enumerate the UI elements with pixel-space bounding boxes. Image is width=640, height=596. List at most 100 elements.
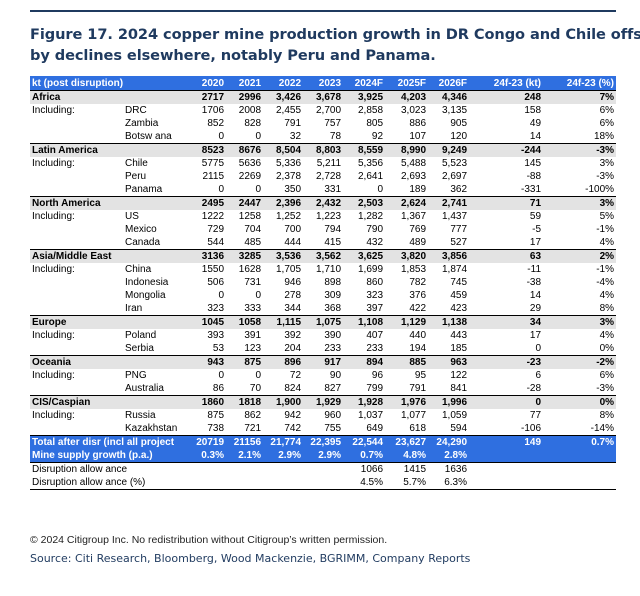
value-cell: 0% (543, 342, 617, 356)
value-cell: 149 (469, 435, 544, 449)
value-cell: 3,925 (343, 90, 386, 104)
including-label (30, 130, 123, 144)
value-cell: 1,928 (343, 395, 386, 409)
value-cell: 0.7% (543, 435, 617, 449)
country-name: DRC (123, 104, 190, 117)
value-cell: 0 (189, 130, 227, 144)
header-cell: 24f-23 (kt) (469, 76, 544, 91)
country-row: Indonesia 506 731 946 898 860 782 745 -38 -4% (30, 276, 617, 289)
value-cell: 946 (263, 276, 304, 289)
value-cell (469, 476, 544, 490)
value-cell: 963 (428, 355, 470, 369)
value-cell: 738 (189, 422, 227, 436)
value-cell: 1706 (189, 104, 227, 117)
value-cell: 5775 (189, 157, 227, 170)
country-name: Panama (123, 183, 190, 197)
value-cell: 323 (189, 302, 227, 316)
value-cell: 862 (226, 409, 264, 422)
value-cell: 1415 (385, 462, 429, 476)
title-line-2: by declines elsewhere, notably Peru and … (30, 47, 436, 64)
including-label: Including: (30, 329, 123, 342)
value-cell: 6% (543, 369, 617, 382)
value-cell (263, 462, 304, 476)
total-row: Total after disr (incl all project 20719 2… (30, 435, 617, 449)
value-cell: 189 (385, 183, 429, 197)
value-cell: 3% (543, 157, 617, 170)
value-cell: 3,536 (263, 249, 304, 263)
value-cell: 1,900 (263, 395, 304, 409)
value-cell: 32 (263, 130, 304, 144)
country-name: Canada (123, 236, 190, 250)
country-name: Indonesia (123, 276, 190, 289)
value-cell: 649 (343, 422, 386, 436)
value-cell: 731 (226, 276, 264, 289)
region-name: North America (30, 196, 190, 210)
country-row: Including: Russia 875 862 942 960 1,037 1,077 1,… (30, 409, 617, 422)
region-name: CIS/Caspian (30, 395, 190, 409)
value-cell: 459 (428, 289, 470, 302)
value-cell: 123 (226, 342, 264, 356)
value-cell: 49 (469, 117, 544, 130)
value-cell: 6 (469, 369, 544, 382)
value-cell: 5,211 (303, 157, 344, 170)
row-label: Disruption allow ance (30, 462, 190, 476)
value-cell: 3,562 (303, 249, 344, 263)
header-cell: 2020 (189, 76, 227, 91)
country-row: Including: DRC 1706 2008 2,455 2,700 2,858 3,02… (30, 104, 617, 117)
value-cell: 1,282 (343, 210, 386, 223)
value-cell: 917 (303, 355, 344, 369)
value-cell: -106 (469, 422, 544, 436)
region-row: Oceania 943 875 896 917 894 885 963 -23 -2% (30, 355, 617, 369)
value-cell: 390 (303, 329, 344, 342)
value-cell: 0 (469, 395, 544, 409)
value-cell: 2,700 (303, 104, 344, 117)
value-cell: 0 (343, 183, 386, 197)
value-cell: 1860 (189, 395, 227, 409)
header-cell: 2026F (428, 76, 470, 91)
value-cell: 77 (469, 409, 544, 422)
disruption-row: Disruption allow ance 1066 1415 1636 (30, 462, 617, 476)
value-cell: 248 (469, 90, 544, 104)
value-cell: 852 (189, 117, 227, 130)
value-cell: 3,023 (385, 104, 429, 117)
value-cell: 485 (226, 236, 264, 250)
country-name: Poland (123, 329, 190, 342)
value-cell: 8,990 (385, 143, 429, 157)
top-rule (30, 10, 616, 12)
value-cell: 72 (263, 369, 304, 382)
value-cell: 3,678 (303, 90, 344, 104)
value-cell: 0 (226, 369, 264, 382)
table-header-row: kt (post disruption) 2020 2021 2022 2023… (30, 76, 617, 91)
value-cell: 4,203 (385, 90, 429, 104)
value-cell: 92 (343, 130, 386, 144)
value-cell: 8676 (226, 143, 264, 157)
value-cell: 70 (226, 382, 264, 396)
country-row: Including: China 1550 1628 1,705 1,710 1,699 1,… (30, 263, 617, 276)
value-cell: 860 (343, 276, 386, 289)
value-cell: 506 (189, 276, 227, 289)
value-cell: 407 (343, 329, 386, 342)
value-cell: 22,544 (343, 435, 386, 449)
value-cell: 278 (263, 289, 304, 302)
region-row: Asia/Middle East 3136 3285 3,536 3,562 3,625 3… (30, 249, 617, 263)
value-cell: 2,455 (263, 104, 304, 117)
value-cell: 1066 (343, 462, 386, 476)
value-cell: 443 (428, 329, 470, 342)
value-cell (543, 449, 617, 463)
value-cell (226, 476, 264, 490)
value-cell: 527 (428, 236, 470, 250)
value-cell: 1550 (189, 263, 227, 276)
value-cell: 432 (343, 236, 386, 250)
value-cell: 2495 (189, 196, 227, 210)
value-cell: 0 (226, 130, 264, 144)
value-cell: 905 (428, 117, 470, 130)
value-cell: 233 (343, 342, 386, 356)
header-cell: 24f-23 (%) (543, 76, 617, 91)
value-cell: 29 (469, 302, 544, 316)
value-cell: 4.8% (385, 449, 429, 463)
value-cell: 423 (428, 302, 470, 316)
including-label (30, 117, 123, 130)
value-cell: 2,697 (428, 170, 470, 183)
value-cell: 415 (303, 236, 344, 250)
value-cell: 145 (469, 157, 544, 170)
